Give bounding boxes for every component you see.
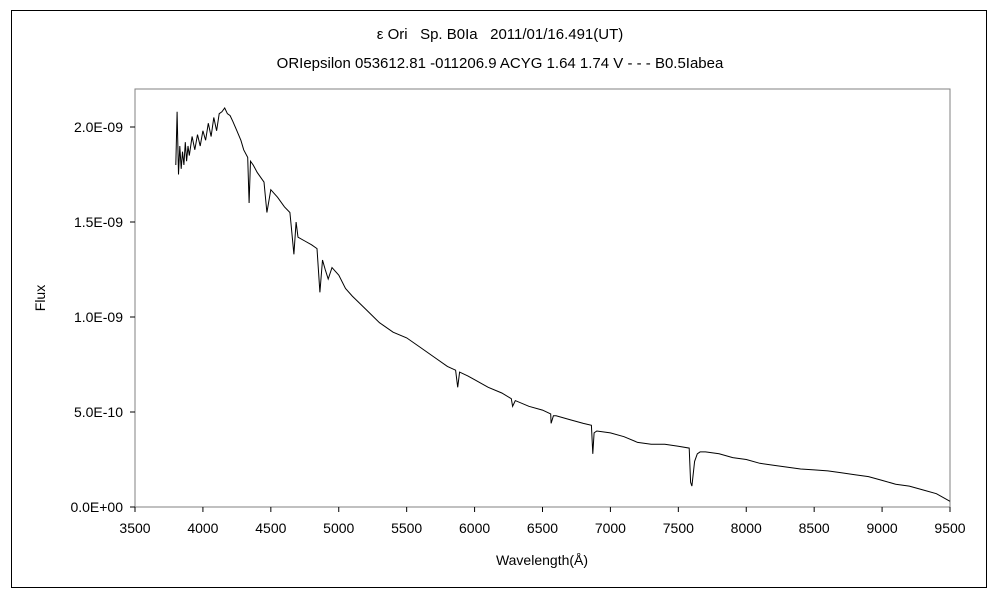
y-tick-label: 5.0E-10 (74, 404, 123, 420)
y-axis: 0.0E+00 5.0E-10 1.0E-09 1.5E-09 2.0E-09 (70, 119, 135, 515)
x-tick-label: 7500 (663, 520, 694, 536)
x-tick-label: 8000 (731, 520, 762, 536)
x-axis-title: Wavelength(Å) (496, 552, 588, 568)
x-tick-label: 3500 (119, 520, 150, 536)
spectrum-line (175, 107, 951, 502)
x-tick-label: 5000 (323, 520, 354, 536)
x-tick-label: 5500 (391, 520, 422, 536)
chart-title: ε Ori Sp. B0Ia 2011/01/16.491(UT) (376, 26, 624, 43)
x-tick-label: 6500 (527, 520, 558, 536)
plot-area (134, 88, 951, 508)
x-tick-label: 4500 (255, 520, 286, 536)
x-axis: 3500 4000 4500 5000 5500 6000 6500 7000 7500 8000… (119, 507, 966, 536)
x-tick-label: 7000 (595, 520, 626, 536)
x-tick-label: 9500 (934, 520, 965, 536)
y-tick-label: 0.0E+00 (70, 499, 123, 515)
y-tick-label: 1.5E-09 (74, 214, 123, 230)
y-tick-label: 1.0E-09 (74, 309, 123, 325)
chart-subtitle: ORIepsilon 053612.81 -011206.9 ACYG 1.64… (276, 55, 724, 72)
x-tick-label: 6000 (459, 520, 490, 536)
x-tick-label: 9000 (867, 520, 898, 536)
y-axis-title: Flux (32, 285, 48, 311)
chart-frame (11, 10, 987, 588)
x-tick-label: 4000 (187, 520, 218, 536)
x-tick-label: 8500 (799, 520, 830, 536)
y-tick-label: 2.0E-09 (74, 119, 123, 135)
